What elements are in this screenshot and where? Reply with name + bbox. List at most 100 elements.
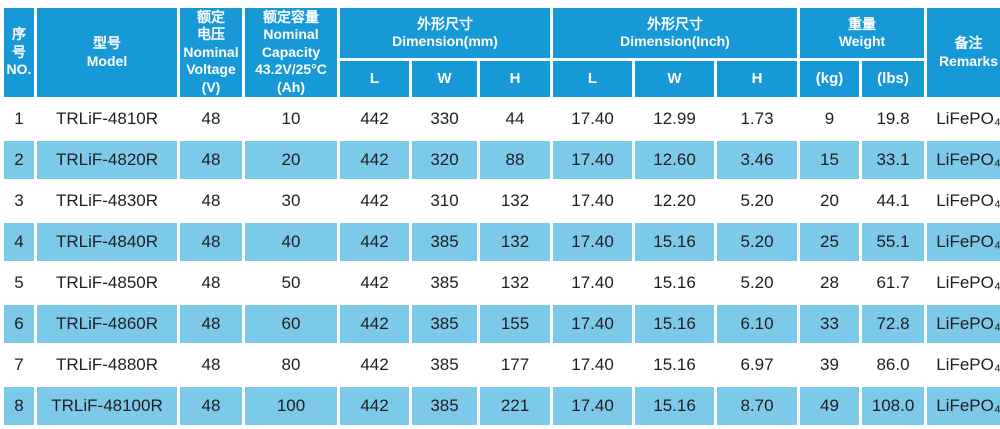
- cell-voltage: 48: [180, 182, 242, 220]
- cell-dim-inch-l: 17.40: [553, 346, 633, 384]
- cell-dim-mm-w: 385: [412, 223, 477, 261]
- cell-dim-inch-w: 12.99: [635, 100, 715, 138]
- cell-dim-inch-l: 17.40: [553, 305, 633, 343]
- cell-dim-inch-h: 6.10: [717, 305, 798, 343]
- cell-dim-inch-h: 3.46: [717, 141, 798, 179]
- subheader-weight-kg: (kg): [800, 61, 860, 97]
- cell-voltage: 48: [180, 346, 242, 384]
- col-header-weight: 重量 Weight: [800, 8, 925, 58]
- cell-no: 1: [4, 100, 34, 138]
- col-header-voltage: 额定 电压 Nominal Voltage (V): [180, 8, 242, 97]
- cell-dim-mm-w: 330: [412, 100, 477, 138]
- cell-dim-mm-h: 132: [480, 182, 551, 220]
- cell-dim-mm-h: 88: [480, 141, 551, 179]
- cell-dim-inch-w: 15.16: [635, 264, 715, 302]
- cell-dim-mm-l: 442: [340, 223, 409, 261]
- cell-dim-mm-l: 442: [340, 264, 409, 302]
- cell-dim-mm-h: 177: [480, 346, 551, 384]
- cell-dim-inch-w: 15.16: [635, 387, 715, 425]
- cell-weight-kg: 28: [800, 264, 860, 302]
- cell-dim-inch-h: 5.20: [717, 182, 798, 220]
- cell-dim-inch-w: 15.16: [635, 223, 715, 261]
- cell-dim-inch-l: 17.40: [553, 141, 633, 179]
- cell-no: 8: [4, 387, 34, 425]
- table-row: 7 TRLiF-4880R 48 80 442 385 177 17.40 15.16 6.97 3…: [4, 346, 1000, 384]
- cell-voltage: 48: [180, 223, 242, 261]
- cell-dim-mm-h: 44: [480, 100, 551, 138]
- cell-dim-inch-l: 17.40: [553, 100, 633, 138]
- cell-remarks: LiFePO₄: [927, 100, 1000, 138]
- col-header-dimension-inch: 外形尺寸 Dimension(Inch): [553, 8, 798, 58]
- cell-dim-inch-h: 6.97: [717, 346, 798, 384]
- cell-remarks: LiFePO₄: [927, 387, 1000, 425]
- cell-capacity: 50: [245, 264, 337, 302]
- cell-capacity: 40: [245, 223, 337, 261]
- cell-no: 3: [4, 182, 34, 220]
- cell-dim-mm-l: 442: [340, 346, 409, 384]
- cell-no: 5: [4, 264, 34, 302]
- subheader-inch-l: L: [553, 61, 633, 97]
- cell-voltage: 48: [180, 387, 242, 425]
- cell-dim-mm-l: 442: [340, 182, 409, 220]
- cell-weight-lbs: 72.8: [862, 305, 925, 343]
- cell-weight-kg: 49: [800, 387, 860, 425]
- cell-weight-lbs: 19.8: [862, 100, 925, 138]
- cell-dim-mm-h: 221: [480, 387, 551, 425]
- cell-remarks: LiFePO₄: [927, 223, 1000, 261]
- table-row: 1 TRLiF-4810R 48 10 442 330 44 17.40 12.99 1.73 9 1…: [4, 100, 1000, 138]
- table-row: 4 TRLiF-4840R 48 40 442 385 132 17.40 15.16 5.20 2…: [4, 223, 1000, 261]
- cell-weight-kg: 15: [800, 141, 860, 179]
- cell-model: TRLiF-4840R: [37, 223, 177, 261]
- cell-dim-inch-w: 12.20: [635, 182, 715, 220]
- cell-no: 2: [4, 141, 34, 179]
- cell-no: 7: [4, 346, 34, 384]
- cell-dim-inch-w: 15.16: [635, 305, 715, 343]
- cell-model: TRLiF-48100R: [37, 387, 177, 425]
- cell-weight-kg: 20: [800, 182, 860, 220]
- cell-dim-mm-w: 385: [412, 346, 477, 384]
- cell-model: TRLiF-4810R: [37, 100, 177, 138]
- cell-dim-inch-l: 17.40: [553, 264, 633, 302]
- subheader-inch-h: H: [717, 61, 798, 97]
- cell-dim-inch-w: 15.16: [635, 346, 715, 384]
- subheader-mm-h: H: [480, 61, 551, 97]
- cell-dim-mm-l: 442: [340, 305, 409, 343]
- cell-remarks: LiFePO₄: [927, 264, 1000, 302]
- subheader-inch-w: W: [635, 61, 715, 97]
- cell-dim-inch-l: 17.40: [553, 223, 633, 261]
- cell-model: TRLiF-4820R: [37, 141, 177, 179]
- cell-dim-mm-w: 310: [412, 182, 477, 220]
- table-row: 2 TRLiF-4820R 48 20 442 320 88 17.40 12.60 3.46 15…: [4, 141, 1000, 179]
- cell-dim-mm-l: 442: [340, 141, 409, 179]
- table-row: 3 TRLiF-4830R 48 30 442 310 132 17.40 12.20 5.20 2…: [4, 182, 1000, 220]
- cell-capacity: 60: [245, 305, 337, 343]
- cell-weight-kg: 25: [800, 223, 860, 261]
- table-row: 5 TRLiF-4850R 48 50 442 385 132 17.40 15.16 5.20 2…: [4, 264, 1000, 302]
- cell-weight-kg: 33: [800, 305, 860, 343]
- cell-dim-mm-w: 385: [412, 305, 477, 343]
- col-header-remarks: 备注 Remarks: [927, 8, 1000, 97]
- cell-no: 6: [4, 305, 34, 343]
- col-header-no: 序 号 NO.: [4, 8, 34, 97]
- cell-dim-inch-h: 5.20: [717, 223, 798, 261]
- cell-remarks: LiFePO₄: [927, 305, 1000, 343]
- cell-model: TRLiF-4860R: [37, 305, 177, 343]
- cell-weight-lbs: 44.1: [862, 182, 925, 220]
- cell-capacity: 80: [245, 346, 337, 384]
- cell-remarks: LiFePO₄: [927, 182, 1000, 220]
- cell-dim-mm-h: 132: [480, 223, 551, 261]
- cell-dim-inch-h: 5.20: [717, 264, 798, 302]
- cell-weight-kg: 9: [800, 100, 860, 138]
- subheader-mm-w: W: [412, 61, 477, 97]
- cell-capacity: 10: [245, 100, 337, 138]
- cell-voltage: 48: [180, 305, 242, 343]
- subheader-weight-lbs: (lbs): [862, 61, 925, 97]
- cell-weight-kg: 39: [800, 346, 860, 384]
- cell-remarks: LiFePO₄: [927, 141, 1000, 179]
- cell-voltage: 48: [180, 100, 242, 138]
- cell-no: 4: [4, 223, 34, 261]
- col-header-model: 型号 Model: [37, 8, 177, 97]
- subheader-mm-l: L: [340, 61, 409, 97]
- col-header-capacity: 额定容量 Nominal Capacity 43.2V/25°C (Ah): [245, 8, 337, 97]
